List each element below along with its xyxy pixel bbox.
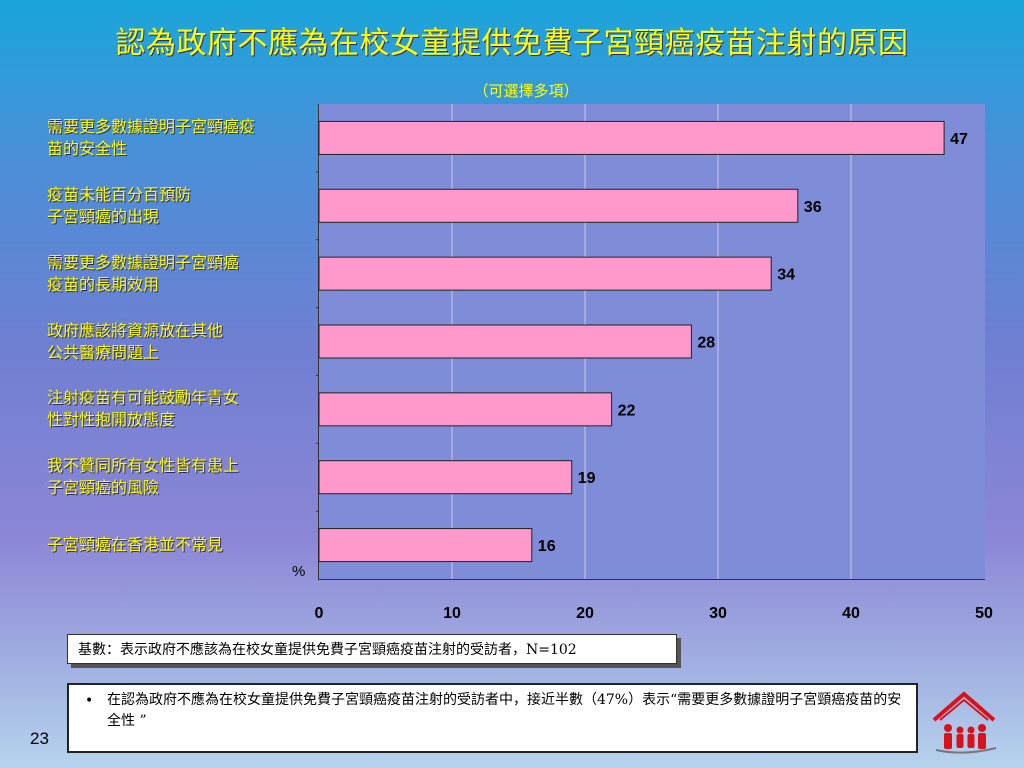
category-label-line: 政府應該將資源放在其他 bbox=[47, 320, 224, 340]
category-label: 注射疫苗有可能鼓勵年青女 性對性抱開放態度 bbox=[47, 387, 312, 431]
category-label: 需要更多數據證明子宮頸癌疫 苗的安全性 bbox=[47, 116, 312, 160]
category-label-line: 我不贊同所有女性皆有患上 bbox=[47, 456, 240, 476]
category-label-line: 注射疫苗有可能鼓勵年青女 bbox=[47, 388, 240, 408]
bar-value-label: 16 bbox=[538, 538, 556, 555]
base-note-box: 基數：表示政府不應該為在校女童提供免費子宮頸癌疫苗注射的受訪者，N=102 bbox=[67, 634, 677, 664]
summary-note-text: 在認為政府不應為在校女童提供免費子宮頸癌疫苗注射的受訪者中，接近半數（47%）表… bbox=[107, 692, 902, 729]
x-tick-label: 0 bbox=[315, 605, 324, 622]
category-label: 疫苗未能百分百預防 子宮頸癌的出現 bbox=[47, 184, 312, 228]
category-label: 我不贊同所有女性皆有患上 子宮頸癌的風險 bbox=[47, 455, 312, 499]
category-label-line: 疫苗未能百分百預防 bbox=[47, 184, 192, 204]
x-tick-label: 50 bbox=[975, 605, 993, 622]
bar-value-label: 22 bbox=[618, 402, 636, 419]
category-label-line: 子宮頸癌的風險 bbox=[47, 478, 160, 498]
chart-subtitle: （可選擇多項） bbox=[473, 82, 579, 100]
bar-value-label: 34 bbox=[777, 267, 795, 284]
bar bbox=[318, 120, 945, 155]
organization-logo bbox=[932, 691, 997, 754]
unit-label: % bbox=[292, 563, 306, 580]
category-label: 政府應該將資源放在其他 公共醫療問題上 bbox=[47, 320, 312, 364]
category-label-line: 公共醫療問題上 bbox=[47, 342, 160, 362]
page-title: 認為政府不應為在校女童提供免費子宮頸癌疫苗注射的原因 bbox=[115, 26, 909, 61]
category-label-line: 子宮頸癌在香港並不常見 bbox=[47, 535, 224, 555]
bullet-icon: • bbox=[85, 693, 94, 709]
category-label-line: 需要更多數據證明子宮頸癌 bbox=[47, 252, 240, 272]
page-number: 23 bbox=[30, 729, 49, 748]
category-label-line: 疫苗的長期效用 bbox=[47, 274, 160, 294]
bar bbox=[318, 528, 533, 563]
category-label: 子宮頸癌在香港並不常見 bbox=[47, 534, 312, 556]
bar bbox=[318, 256, 772, 291]
category-label-line: 性對性抱開放態度 bbox=[47, 410, 176, 430]
bar-value-label: 36 bbox=[804, 199, 822, 216]
bar bbox=[318, 188, 799, 223]
bar-value-label: 47 bbox=[950, 131, 968, 148]
category-label-line: 苗的安全性 bbox=[47, 138, 128, 158]
x-tick-label: 30 bbox=[709, 605, 727, 622]
category-label: 需要更多數據證明子宮頸癌 疫苗的長期效用 bbox=[47, 252, 312, 296]
bar-value-label: 19 bbox=[578, 470, 596, 487]
x-tick-label: 20 bbox=[576, 605, 594, 622]
bar bbox=[318, 460, 573, 495]
category-label-line: 子宮頸癌的出現 bbox=[47, 206, 160, 226]
bar-value-label: 28 bbox=[697, 335, 715, 352]
category-label-line: 需要更多數據證明子宮頸癌疫 bbox=[47, 116, 256, 136]
bar bbox=[318, 324, 692, 359]
bar bbox=[318, 392, 613, 427]
x-tick-label: 10 bbox=[443, 605, 461, 622]
summary-note-box: • 在認為政府不應為在校女童提供免費子宮頸癌疫苗注射的受訪者中，接近半數（47%… bbox=[67, 683, 918, 753]
x-tick-label: 40 bbox=[842, 605, 860, 622]
